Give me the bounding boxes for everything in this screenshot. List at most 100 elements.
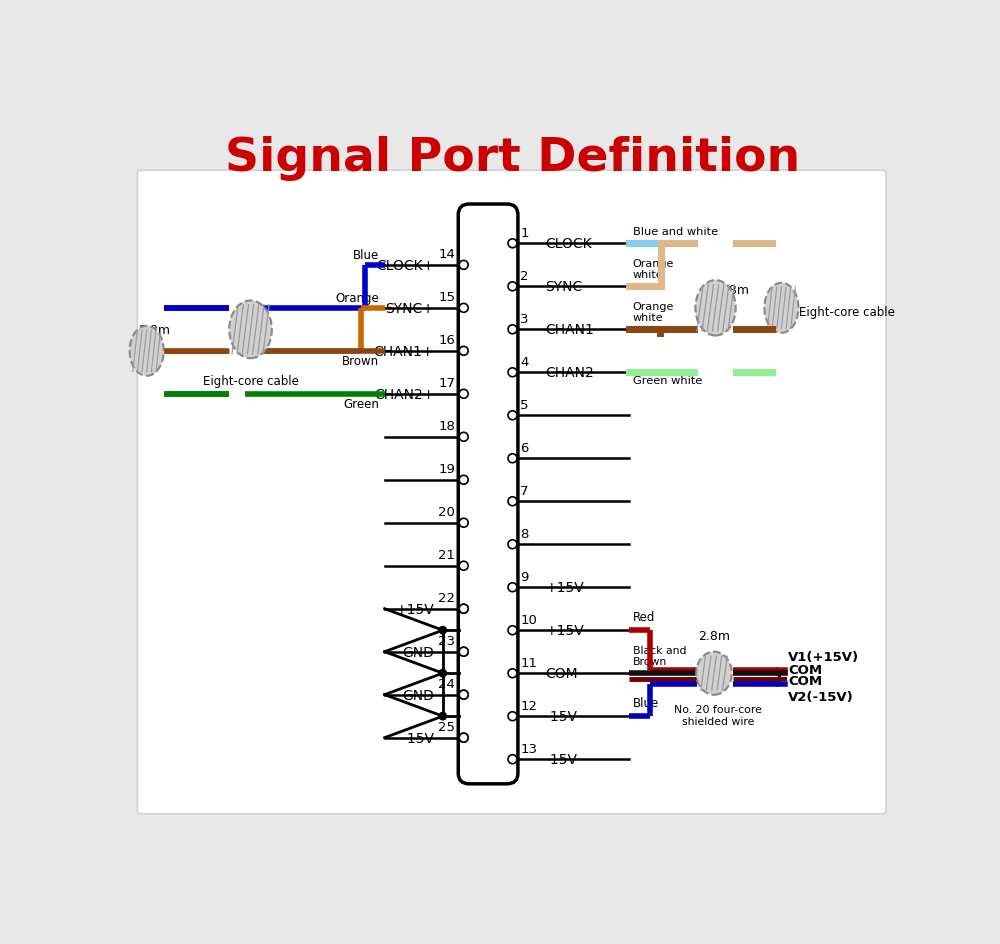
Circle shape	[459, 733, 468, 742]
Circle shape	[508, 540, 517, 549]
Circle shape	[459, 562, 468, 570]
Text: 17: 17	[438, 377, 455, 390]
Text: Black and
Brown: Black and Brown	[633, 646, 686, 666]
Text: -15V: -15V	[545, 710, 577, 723]
Text: Orange
white: Orange white	[633, 259, 674, 279]
Text: +15V: +15V	[545, 624, 584, 637]
Circle shape	[508, 497, 517, 506]
Text: 6: 6	[520, 441, 529, 454]
Text: 11: 11	[520, 656, 537, 669]
Text: Red: Red	[633, 611, 655, 624]
Circle shape	[508, 669, 517, 678]
Circle shape	[459, 304, 468, 313]
Text: Eight-core cable: Eight-core cable	[799, 306, 895, 319]
Circle shape	[459, 648, 468, 656]
Circle shape	[508, 412, 517, 420]
Text: 22: 22	[438, 592, 455, 604]
Circle shape	[459, 690, 468, 700]
Ellipse shape	[764, 283, 798, 333]
Text: 16: 16	[438, 334, 455, 346]
Text: Green white: Green white	[633, 375, 702, 385]
Circle shape	[459, 604, 468, 614]
Text: 18: 18	[438, 420, 455, 432]
Text: 24: 24	[438, 678, 455, 690]
Text: CHAN1+: CHAN1+	[374, 345, 434, 359]
Text: CLOCK+: CLOCK+	[376, 259, 434, 273]
Ellipse shape	[130, 327, 164, 377]
Circle shape	[439, 713, 446, 720]
Circle shape	[459, 733, 468, 742]
Text: 7: 7	[520, 484, 529, 497]
Circle shape	[459, 518, 468, 528]
Text: 15: 15	[438, 291, 455, 304]
Text: No. 20 four-core
shielded wire: No. 20 four-core shielded wire	[674, 704, 762, 727]
Text: 1: 1	[520, 227, 529, 240]
Ellipse shape	[695, 280, 736, 336]
Text: 3: 3	[520, 312, 529, 326]
Text: 21: 21	[438, 548, 455, 562]
Text: 4: 4	[520, 355, 529, 368]
Circle shape	[439, 627, 446, 634]
Text: 2: 2	[520, 269, 529, 282]
Text: +15V: +15V	[545, 581, 584, 595]
FancyBboxPatch shape	[458, 205, 518, 784]
Text: COM: COM	[788, 664, 823, 676]
Text: +15V: +15V	[395, 602, 434, 616]
Text: 23: 23	[438, 634, 455, 648]
Circle shape	[439, 669, 446, 677]
Circle shape	[459, 604, 468, 614]
Text: 5: 5	[520, 398, 529, 412]
Text: 2.8m: 2.8m	[717, 284, 749, 297]
Circle shape	[508, 326, 517, 334]
Circle shape	[459, 390, 468, 399]
Circle shape	[508, 712, 517, 721]
Text: 25: 25	[438, 720, 455, 733]
Text: CHAN2+: CHAN2+	[374, 387, 434, 401]
Text: 13: 13	[520, 742, 537, 755]
Text: Brown: Brown	[342, 355, 379, 367]
Ellipse shape	[696, 652, 732, 695]
Text: CLOCK-: CLOCK-	[545, 237, 595, 251]
Text: Orange: Orange	[335, 292, 379, 305]
Text: Blue: Blue	[633, 697, 659, 710]
FancyBboxPatch shape	[137, 171, 886, 814]
Text: COM: COM	[545, 666, 578, 681]
Text: Blue and white: Blue and white	[633, 227, 718, 236]
Text: SYNC-: SYNC-	[545, 280, 587, 294]
Circle shape	[508, 368, 517, 378]
Text: V1(+15V): V1(+15V)	[788, 650, 860, 663]
Circle shape	[508, 583, 517, 592]
Circle shape	[508, 755, 517, 764]
Text: Green: Green	[343, 397, 379, 411]
Circle shape	[459, 690, 468, 700]
Text: 10: 10	[520, 613, 537, 626]
Text: GND: GND	[402, 688, 434, 702]
Text: Blue: Blue	[353, 249, 379, 261]
Text: 19: 19	[438, 463, 455, 476]
Circle shape	[459, 476, 468, 484]
Text: -15V: -15V	[545, 752, 577, 767]
Text: SYNC+: SYNC+	[385, 301, 434, 315]
Circle shape	[508, 454, 517, 464]
Circle shape	[508, 282, 517, 292]
Text: 2.8m: 2.8m	[698, 630, 730, 643]
Text: -15V: -15V	[402, 731, 434, 745]
Text: CHAN1-: CHAN1-	[545, 323, 599, 337]
Text: Orange
white: Orange white	[633, 301, 674, 322]
Text: COM: COM	[788, 675, 823, 687]
Circle shape	[459, 347, 468, 356]
Text: 9: 9	[520, 570, 529, 583]
Text: CHAN2-: CHAN2-	[545, 366, 599, 379]
Text: 8: 8	[520, 527, 529, 540]
Circle shape	[508, 240, 517, 248]
Ellipse shape	[229, 301, 272, 359]
Text: V2(-15V): V2(-15V)	[788, 690, 854, 703]
Text: 14: 14	[438, 248, 455, 261]
Text: 20: 20	[438, 506, 455, 518]
Text: 2.8m: 2.8m	[138, 324, 170, 336]
Text: Signal Port Definition: Signal Port Definition	[225, 136, 800, 181]
Circle shape	[459, 261, 468, 270]
Text: Eight-core cable: Eight-core cable	[203, 375, 298, 388]
Circle shape	[459, 433, 468, 442]
Text: 12: 12	[520, 699, 537, 712]
